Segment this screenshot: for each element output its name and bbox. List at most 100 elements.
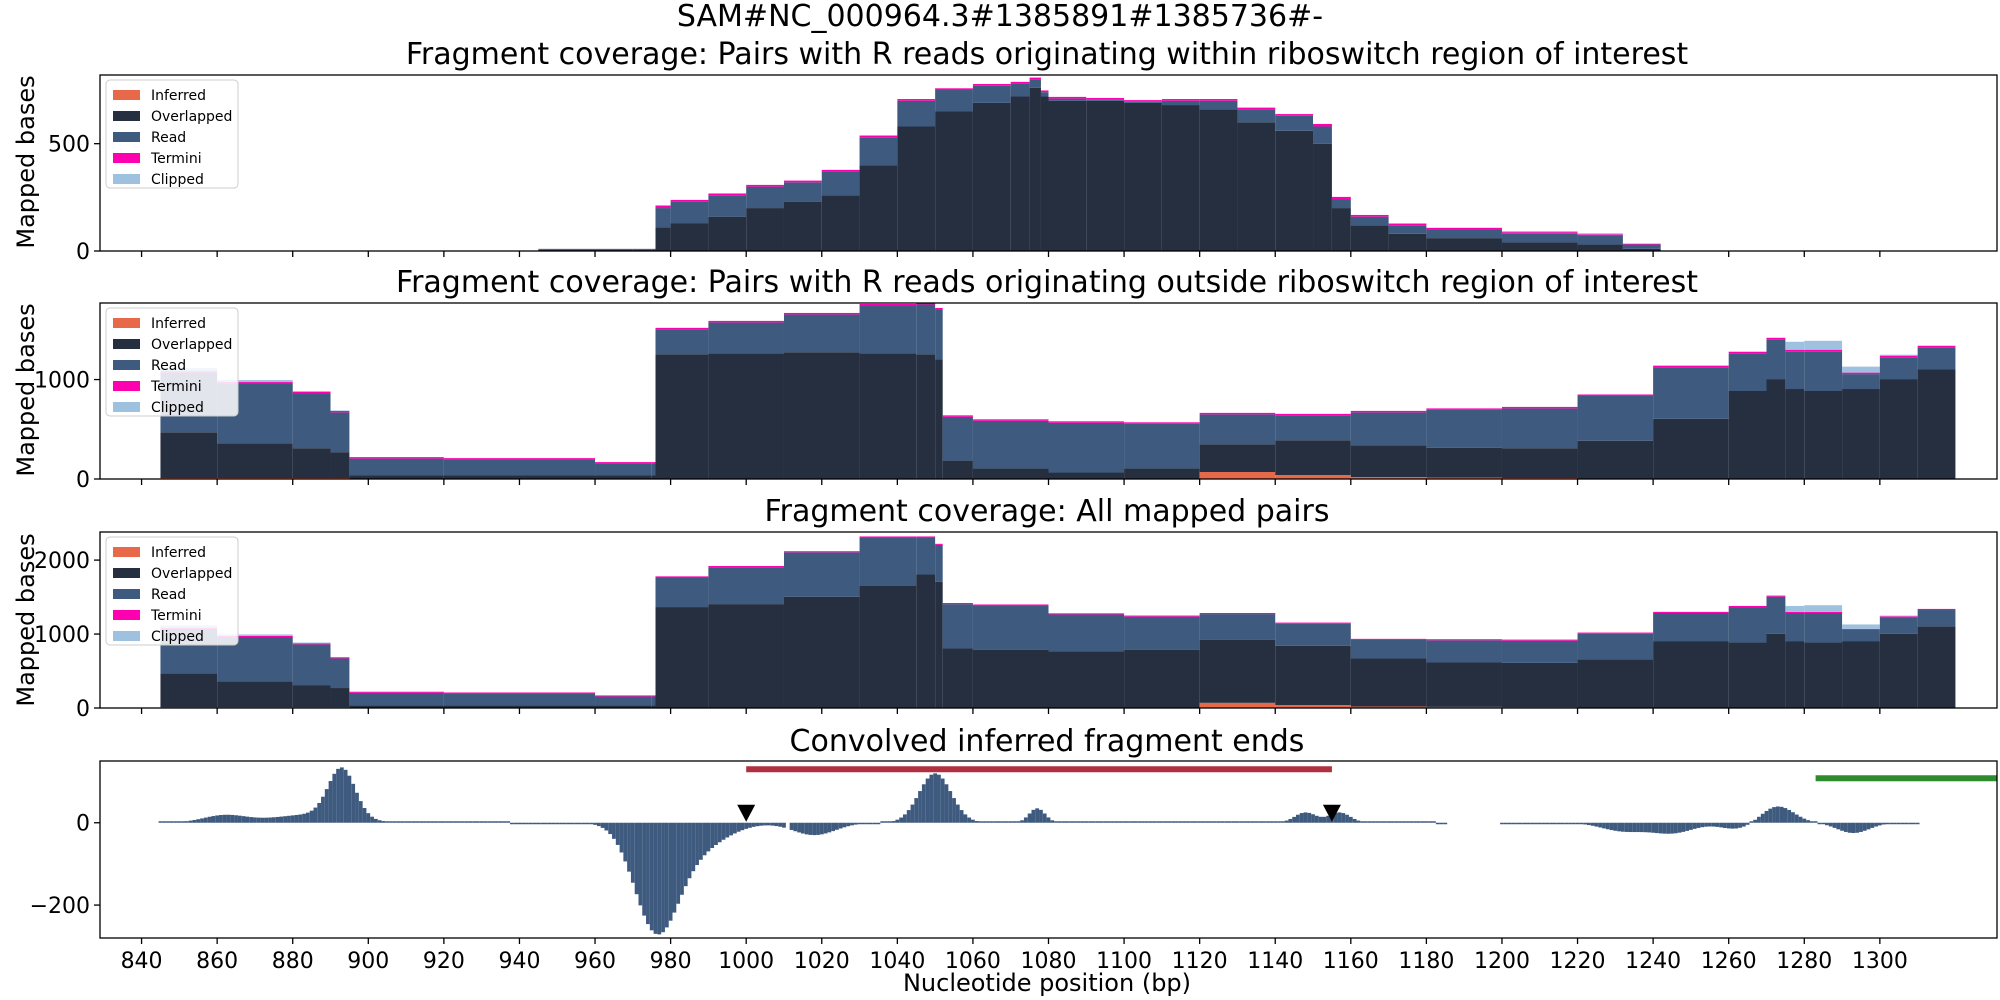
coverage-bar-read: [1124, 423, 1200, 469]
x-tick-label: 960: [574, 949, 616, 974]
coverage-bar-termini: [1275, 413, 1351, 416]
convolution-bar: [706, 822, 711, 852]
coverage-bar-read: [1124, 101, 1162, 103]
y-tick-label: 0: [76, 697, 90, 722]
coverage-bar-overlapped: [349, 475, 444, 479]
coverage-bar-termini: [443, 458, 596, 460]
coverage-bar-read: [972, 85, 1011, 103]
coverage-bar-overlapped: [1275, 645, 1351, 706]
coverage-bar-inferred: [1199, 702, 1276, 708]
plot-area-all: [160, 536, 1956, 709]
convolution-bar: [1099, 821, 1104, 823]
coverage-bar-termini: [1048, 421, 1125, 423]
convolution-bar: [1809, 821, 1814, 823]
coverage-bar-read: [1842, 374, 1880, 390]
coverage-bar-overlapped: [1086, 100, 1125, 251]
convolution-bar: [407, 821, 412, 823]
convolution-bar: [1904, 822, 1909, 825]
coverage-bar-clipped: [1501, 231, 1578, 233]
coverage-bar-read: [1048, 422, 1125, 473]
convolution-bar: [460, 821, 465, 823]
convolution-bar: [819, 822, 824, 835]
coverage-bar-termini: [935, 88, 973, 91]
convolution-bar: [1881, 822, 1886, 825]
coverage-bar-read: [1331, 199, 1351, 209]
coverage-bar-overlapped: [916, 354, 936, 479]
coverage-bar-termini: [330, 657, 350, 659]
convolution-bar: [177, 821, 182, 823]
convolution-bar: [971, 819, 975, 823]
coverage-bar-termini: [1237, 107, 1276, 110]
legend-label-inferred: Inferred: [151, 88, 206, 104]
legend-label-clipped: Clipped: [151, 172, 204, 188]
coverage-bar-overlapped: [1029, 87, 1041, 251]
coverage-bar-read: [1622, 244, 1661, 249]
triangle-marker: [737, 804, 756, 822]
coverage-bar-termini: [1331, 196, 1351, 200]
triangle-marker: [1322, 804, 1341, 822]
convolution-bar: [358, 801, 363, 823]
coverage-bar-clipped: [1577, 233, 1623, 235]
convolution-bar: [1280, 821, 1285, 823]
convolution-bar: [834, 822, 839, 830]
convolution-bar: [1352, 818, 1357, 823]
coverage-bar-termini: [217, 635, 293, 638]
coverage-bar-overlapped: [942, 648, 973, 708]
coverage-bar-overlapped: [1161, 105, 1200, 251]
coverage-bar-read: [670, 201, 709, 224]
convolution-bar: [770, 822, 775, 826]
convolution-bar: [464, 821, 469, 823]
coverage-bar-read: [783, 182, 822, 202]
x-tick-label: 1140: [1247, 949, 1303, 974]
plot-area-outside: [160, 303, 1956, 479]
convolution-bar: [642, 822, 647, 916]
convolution-bar: [392, 821, 397, 823]
panel-title-within: Fragment coverage: Pairs with R reads or…: [406, 37, 1689, 72]
convolution-bar: [1911, 822, 1916, 825]
convolution-bar: [328, 781, 333, 823]
convolution-bar: [797, 822, 801, 833]
coverage-bar-overlapped: [1048, 651, 1125, 708]
coverage-bar-termini: [443, 692, 596, 694]
coverage-bar-termini: [349, 691, 444, 693]
convolution-bar: [623, 822, 628, 862]
convolution-bar: [1322, 816, 1327, 823]
coverage-bar-read: [595, 696, 652, 706]
convolution-bar: [1129, 821, 1134, 823]
convolution-bar: [736, 822, 741, 832]
convolution-bar: [540, 822, 545, 825]
convolution-bar: [196, 819, 201, 823]
y-axis-label-all: Mapped bases: [12, 533, 40, 706]
coverage-bar-read: [1426, 640, 1502, 663]
coverage-bar-read: [942, 604, 973, 649]
coverage-bar-read: [1577, 235, 1623, 245]
coverage-bar-termini: [783, 551, 860, 553]
coverage-bar-termini: [349, 457, 444, 459]
coverage-bar-read: [1577, 633, 1654, 660]
convolution-bar: [1889, 822, 1894, 825]
convolution-bar: [298, 814, 303, 823]
coverage-bar-clipped: [1804, 340, 1843, 350]
convolution-bar: [1364, 821, 1368, 823]
convolution-bar: [1061, 821, 1066, 823]
convolution-bar: [778, 822, 783, 827]
convolution-bar: [1711, 822, 1716, 827]
coverage-bar-clipped: [330, 656, 350, 658]
convolution-bar: [234, 815, 238, 823]
x-tick-label: 880: [272, 949, 314, 974]
coverage-bar-read: [1766, 339, 1786, 380]
convolution-bar: [1900, 822, 1905, 825]
convolution-bar: [925, 778, 930, 823]
coverage-bar-read: [916, 537, 936, 575]
convolution-bar: [1246, 821, 1251, 823]
convolution-bar: [1825, 822, 1829, 826]
convolution-bar: [729, 822, 733, 836]
x-tick-label: 1060: [945, 949, 1001, 974]
coverage-bar-read: [1426, 229, 1502, 239]
convolution-bar: [744, 822, 749, 829]
y-ticks-convolved: −200 0: [30, 812, 100, 919]
legend-label-overlapped: Overlapped: [151, 109, 232, 125]
convolution-bar: [1515, 822, 1519, 825]
coverage-bar-overlapped: [935, 111, 973, 252]
coverage-bar-termini: [935, 543, 943, 545]
